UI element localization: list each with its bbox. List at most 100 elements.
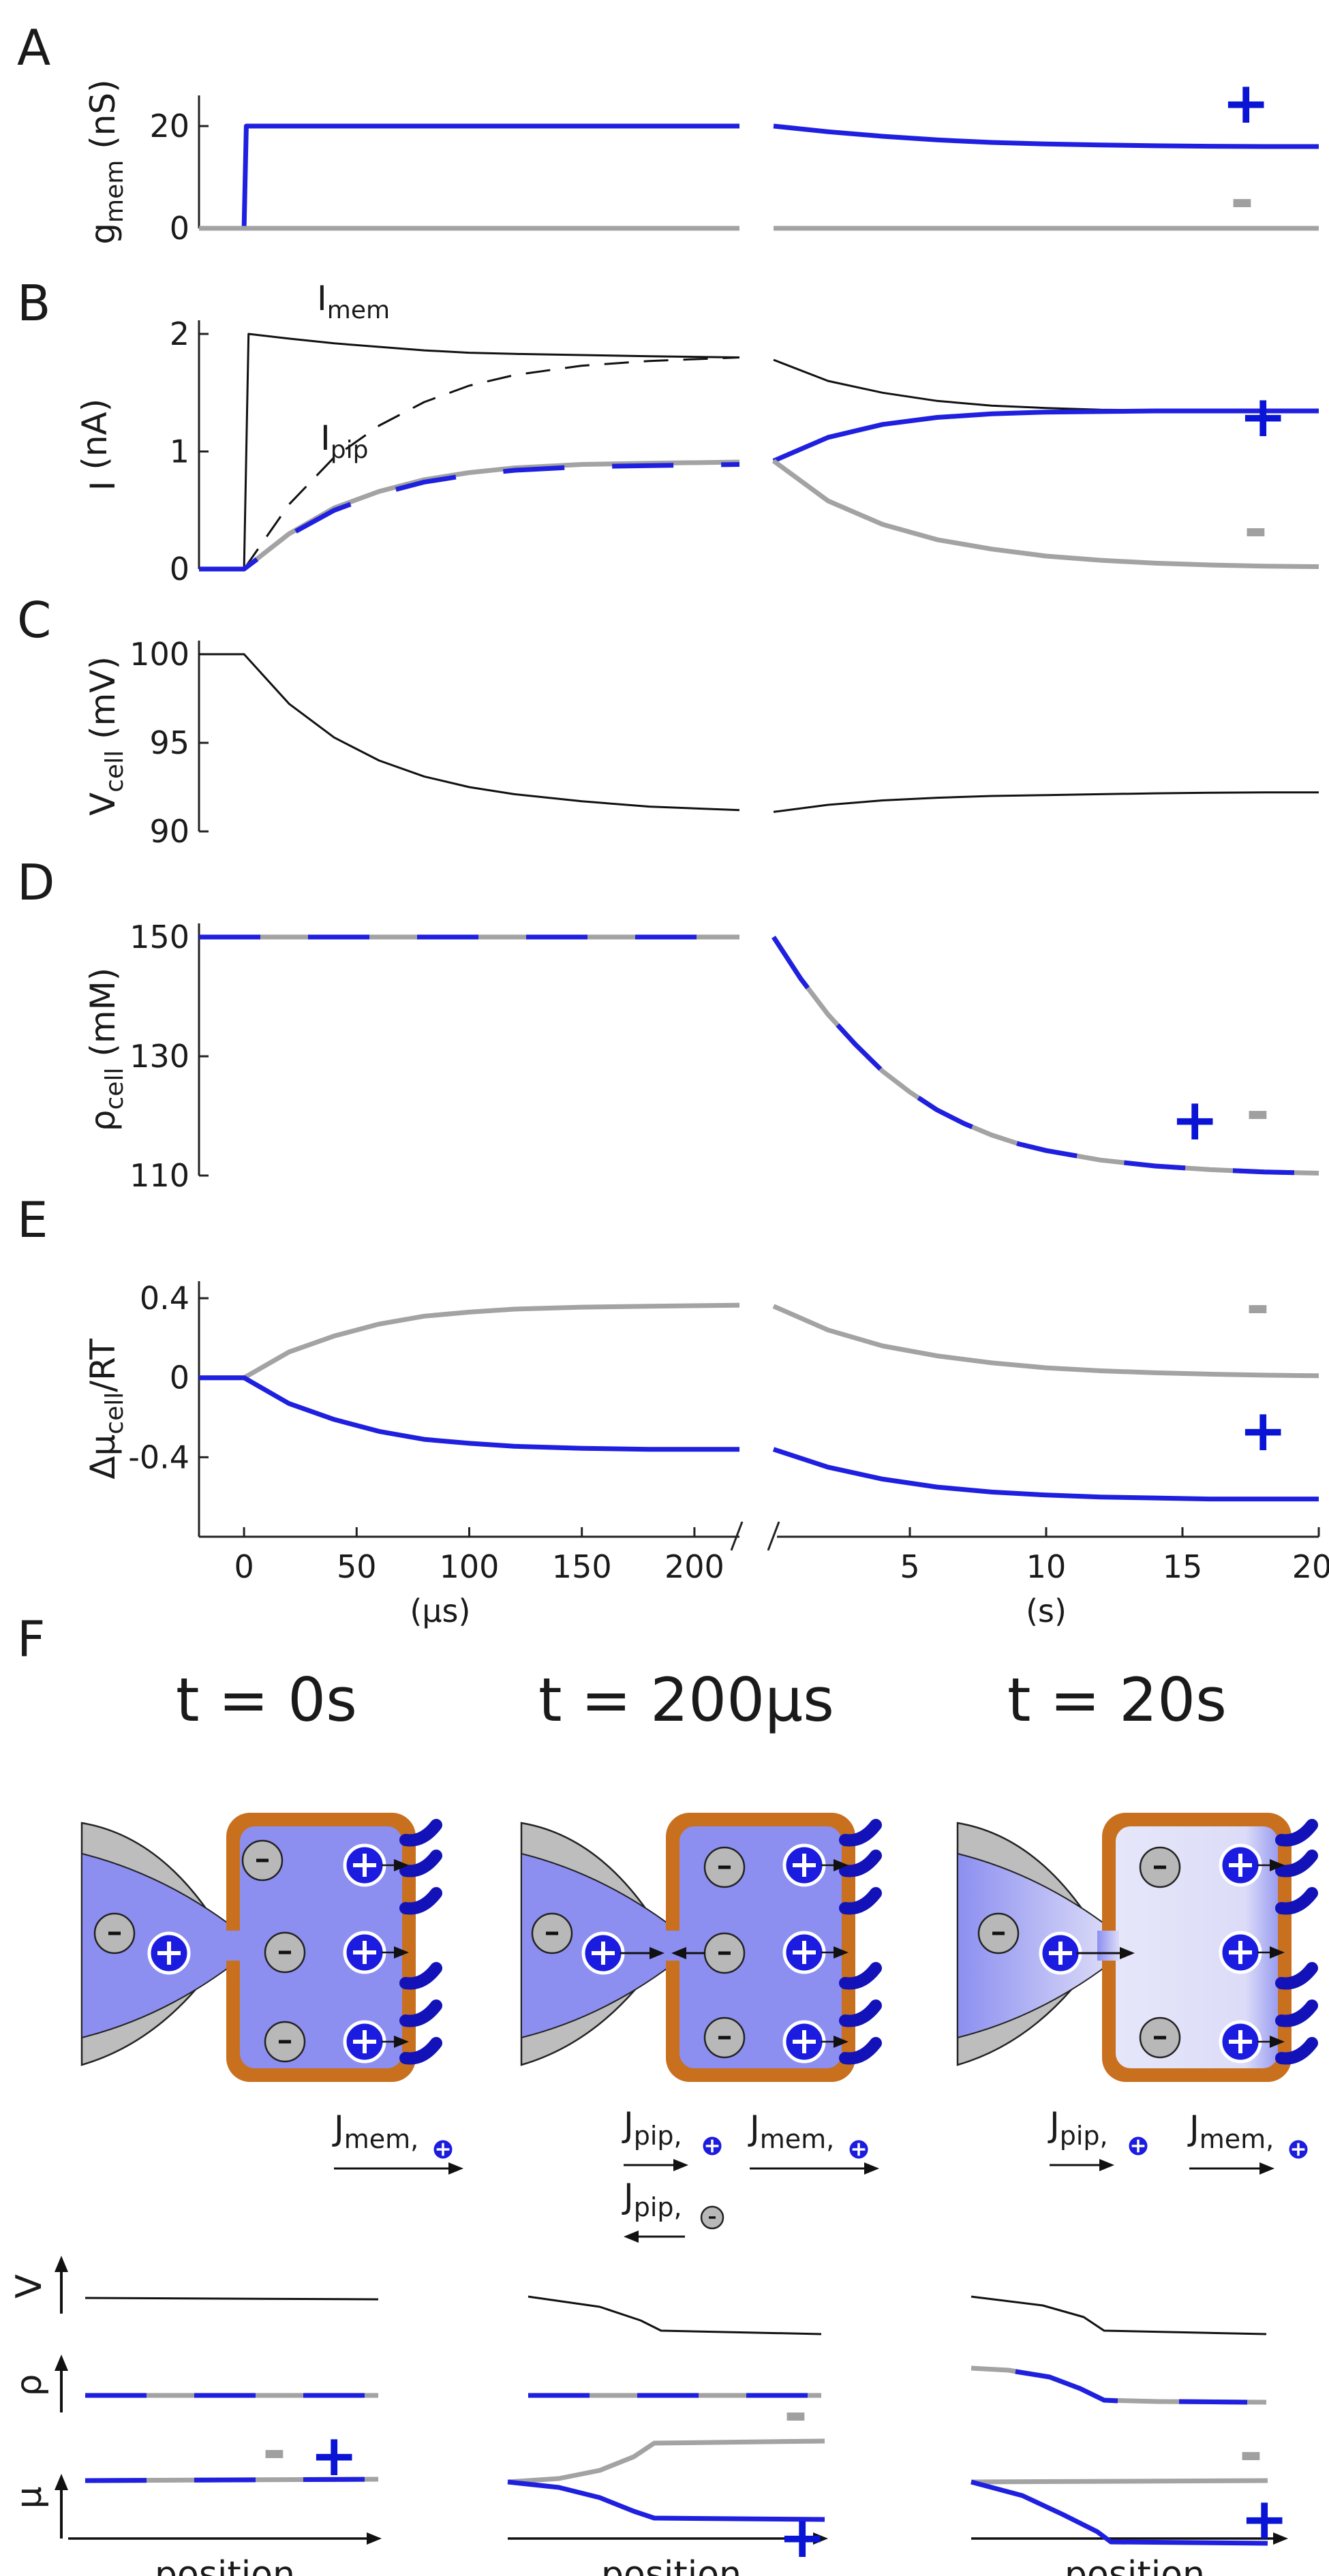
series-e-2 bbox=[772, 1304, 1319, 1379]
y-label-main: V bbox=[83, 793, 123, 816]
ion-channel-icon bbox=[1275, 1999, 1318, 2027]
arrow-head bbox=[834, 2036, 849, 2048]
series-e-0 bbox=[199, 1302, 740, 1381]
chart-panel-c: 90 95 100 Vcell (mV) bbox=[83, 636, 1319, 850]
y-axis-label-d: ρcell (mM) bbox=[83, 968, 129, 1131]
flux-j: J bbox=[622, 2105, 634, 2145]
axis-arrowhead bbox=[55, 2355, 68, 2371]
x-tick-label: 0 bbox=[234, 1548, 254, 1585]
mu-neg-2 bbox=[971, 2478, 1268, 2485]
y-tick-label: 1 bbox=[170, 433, 189, 470]
sign-plus-d: + bbox=[1171, 1086, 1219, 1153]
y-tick-label: 0 bbox=[170, 551, 189, 587]
ion-channel-icon bbox=[839, 1819, 882, 1847]
series-b-6 bbox=[772, 459, 1319, 569]
time-title-0: t = 0s bbox=[176, 1665, 357, 1735]
y-tick-label: 100 bbox=[129, 636, 189, 673]
series-b-0 bbox=[199, 333, 740, 570]
arrow-head bbox=[834, 1859, 849, 1871]
series-d-3 bbox=[772, 936, 1319, 1176]
series-d-2 bbox=[772, 936, 1319, 1176]
arrow-head bbox=[813, 2532, 828, 2545]
flux-label-mem: Jmem, bbox=[1187, 2109, 1311, 2175]
ion-channel-icon bbox=[839, 1850, 882, 1877]
ion-channel-icon bbox=[1275, 1962, 1318, 1990]
arrow-head bbox=[1270, 1946, 1285, 1959]
sign-minus-a: - bbox=[1230, 166, 1254, 233]
panel-label-f: F bbox=[17, 1610, 45, 1668]
flux-j: J bbox=[332, 2109, 344, 2148]
flux-symbol: Jmem, bbox=[1187, 2109, 1274, 2154]
flux-sub: mem, bbox=[344, 2124, 419, 2154]
y-label-main: g bbox=[83, 223, 123, 245]
flux-symbol: Jmem, bbox=[748, 2109, 834, 2154]
x-tick-label: 5 bbox=[900, 1548, 919, 1585]
flux-labels: Jmem, Jpip, Jmem,Jpip,Jpip, Jmem, bbox=[332, 2105, 1311, 2243]
y-label-sub: cell bbox=[101, 1068, 129, 1110]
cell-interior bbox=[240, 1826, 402, 2068]
ion-channel-icon bbox=[1275, 1850, 1318, 1877]
flux-symbol: Jpip, bbox=[622, 2177, 682, 2222]
i-mem-label: Imem bbox=[317, 279, 390, 324]
mu-pos-0 bbox=[85, 2477, 379, 2483]
flux-j: J bbox=[1187, 2109, 1200, 2148]
v-profile-2 bbox=[971, 2295, 1267, 2335]
y-label-main: I bbox=[83, 481, 123, 491]
y-label-unit: (mV) bbox=[83, 656, 123, 750]
pipette-pore bbox=[222, 1931, 243, 1961]
ion-channel-icon bbox=[839, 2037, 882, 2065]
rho-pos-2a bbox=[1015, 2369, 1118, 2404]
flux-symbol: Jpip, bbox=[1048, 2105, 1108, 2151]
series-e-3 bbox=[772, 1447, 1319, 1502]
row-label-V: V bbox=[9, 2274, 50, 2299]
y-tick-label: 95 bbox=[149, 724, 189, 761]
arrow-head bbox=[394, 1946, 409, 1959]
time-title-1: t = 200μs bbox=[538, 1665, 834, 1735]
mu-pos-2 bbox=[971, 2479, 1268, 2546]
pipette-lumen bbox=[957, 1852, 1112, 2039]
x-tick-label: 200 bbox=[664, 1548, 724, 1585]
sign-minus-b: - bbox=[1244, 495, 1268, 562]
ion-channel-icon bbox=[399, 1887, 442, 1915]
ion-channel-icon bbox=[839, 1962, 882, 1990]
panel-label-c: C bbox=[17, 592, 51, 649]
flux-label-mem: Jmem, bbox=[748, 2109, 879, 2175]
y-tick-label: 90 bbox=[149, 813, 189, 850]
sign-minus-f2: - bbox=[1239, 2419, 1263, 2486]
y-label-main: Δμ bbox=[83, 1435, 123, 1479]
y-label-unit: (nA) bbox=[75, 399, 114, 481]
arrow-head bbox=[834, 1946, 849, 1959]
y-axis-label-e: Δμcell/RT bbox=[83, 1338, 129, 1479]
y-axis-label-a: gmem (nS) bbox=[83, 79, 129, 244]
i-pip-label: Ipip bbox=[320, 418, 368, 464]
x-tick-label: 15 bbox=[1163, 1548, 1203, 1585]
flux-label-mem: Jmem, bbox=[332, 2109, 463, 2175]
ion-channel-icon bbox=[399, 1819, 442, 1847]
flux-label-pip: Jpip, bbox=[622, 2105, 725, 2171]
arrow-head bbox=[864, 2162, 879, 2175]
sign-minus-f1: - bbox=[784, 2380, 808, 2447]
y-label-sub: cell bbox=[101, 1392, 129, 1435]
y-tick-label: 150 bbox=[129, 919, 189, 955]
y-tick-label: -0.4 bbox=[128, 1439, 189, 1475]
position-label-0: position bbox=[155, 2554, 295, 2576]
arrow-head bbox=[394, 1859, 409, 1871]
cell-diagram-2 bbox=[956, 1813, 1318, 2082]
arrow-head bbox=[1273, 2532, 1288, 2545]
flux-symbol: Jmem, bbox=[332, 2109, 418, 2154]
sign-minus-e: - bbox=[1246, 1272, 1270, 1339]
x-axis: 0 50 100 150 200 5 10 15 20 (μs) (s) bbox=[199, 1521, 1329, 1629]
y-label-sub: mem bbox=[101, 160, 129, 223]
row-label-rho: ρ bbox=[9, 2374, 50, 2396]
flux-j: J bbox=[748, 2109, 760, 2148]
y-label-sub: cell bbox=[101, 750, 129, 793]
arrow-head bbox=[394, 2036, 409, 2048]
y-label-main: ρ bbox=[83, 1109, 123, 1131]
series-b-2 bbox=[199, 459, 740, 572]
flux-sub: mem, bbox=[1200, 2124, 1274, 2154]
y-label-unit: (mM) bbox=[83, 968, 123, 1068]
